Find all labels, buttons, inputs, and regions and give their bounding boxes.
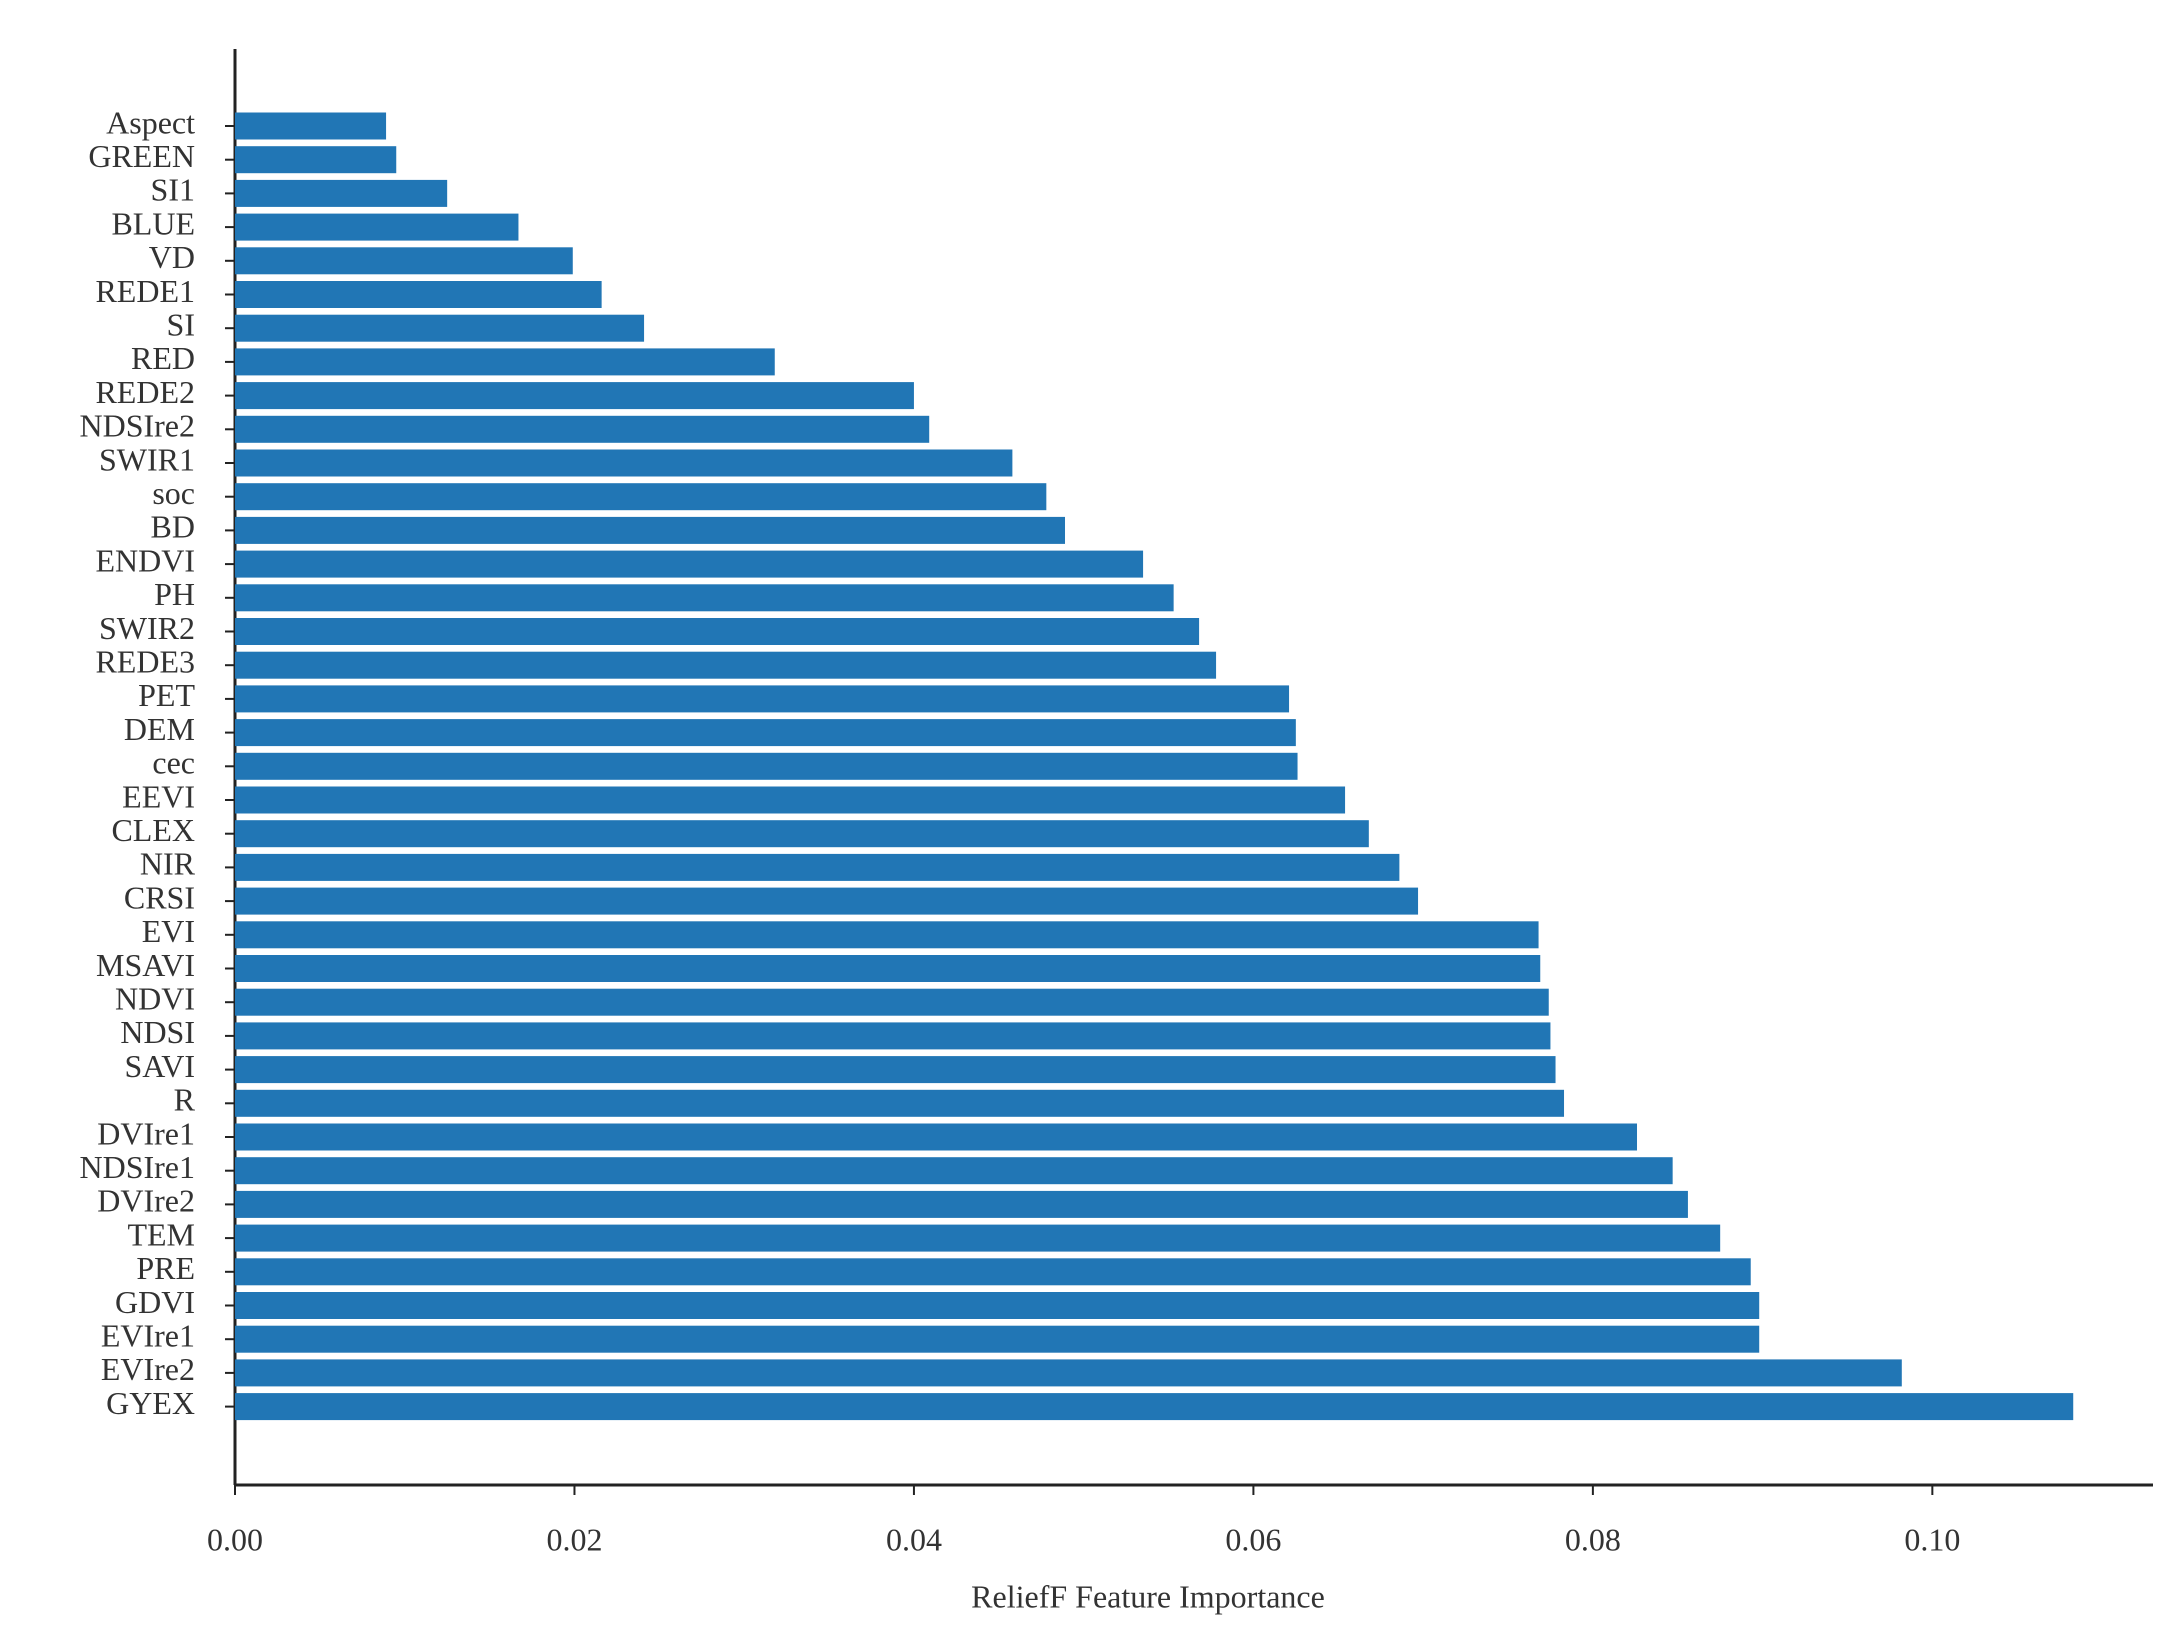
bar [235,1292,1760,1319]
bar [235,1224,1721,1252]
y-tick-label: MSAVI [96,947,195,983]
bar [235,1258,1751,1286]
y-tick-label: RED [131,340,195,376]
y-tick-label: DVIre2 [97,1183,195,1219]
x-axis-label: ReliefF Feature Importance [971,1578,1325,1614]
y-tick-label: SWIR2 [99,610,195,646]
bar [235,1157,1673,1185]
y-tick-label: GDVI [115,1284,195,1320]
x-tick-label: 0.06 [1225,1521,1281,1557]
y-tick-label: DEM [124,711,195,747]
bar [235,112,387,140]
x-tick-label: 0.00 [207,1521,263,1557]
bar [235,1359,1902,1387]
y-tick-label: VD [149,239,195,275]
y-tick-label: SI1 [151,172,195,208]
y-tick-label: BLUE [111,205,195,241]
y-tick-label: NDSI [120,1014,195,1050]
bar [235,213,519,241]
bar [235,1325,1760,1353]
bar [235,786,1346,814]
y-tick-label: REDE1 [95,273,195,309]
y-tick-label: EVIre2 [101,1351,195,1387]
bar [235,1056,1556,1084]
bar [235,618,1200,645]
y-tick-label: CLEX [111,812,195,848]
y-tick-label: REDE2 [95,374,195,410]
y-tick-label: REDE3 [95,644,195,680]
bar [235,348,775,376]
y-tick-label: ENDVI [95,542,195,578]
y-tick-label: EVI [142,913,195,949]
y-tick-label: EVIre1 [101,1318,195,1354]
bar [235,887,1419,915]
bar [235,752,1298,780]
y-tick-label: soc [152,475,195,511]
y-tick-label: PET [138,677,195,713]
y-tick-label: EEVI [122,778,195,814]
bar [235,146,397,174]
y-tick-label: PH [154,576,195,612]
y-tick-label: GYEX [106,1385,195,1421]
bar [235,1022,1551,1050]
y-tick-label: NDSIre1 [79,1149,195,1185]
y-tick-label: NDSIre2 [79,408,195,444]
bar [235,247,573,275]
bar [235,483,1047,511]
bar [235,415,930,443]
y-tick-label: TEM [127,1216,195,1252]
y-tick-label: CRSI [124,879,195,915]
y-tick-label: DVIre1 [97,1115,195,1151]
y-tick-label: Aspect [106,104,195,140]
bar [235,584,1174,612]
bar [235,1123,1638,1151]
bar [235,955,1541,982]
x-tick-label: 0.08 [1565,1521,1621,1557]
y-tick-label: NIR [140,846,196,882]
y-tick-label: cec [152,745,195,781]
bar [235,988,1549,1016]
bar [235,1089,1565,1117]
bar [235,449,1013,477]
bar [235,651,1217,679]
y-tick-label: NDVI [115,981,195,1017]
y-tick-label: R [174,1082,196,1118]
bar [235,382,914,410]
y-tick-label: GREEN [88,138,195,174]
y-tick-label: BD [151,509,195,545]
x-tick-label: 0.02 [546,1521,602,1557]
bar [235,314,645,342]
y-tick-label: SAVI [124,1048,195,1084]
x-tick-label: 0.10 [1904,1521,1960,1557]
bar [235,685,1290,713]
bar [235,820,1369,848]
bar [235,1190,1688,1218]
bar [235,921,1539,949]
y-tick-label: SI [167,307,195,343]
y-tick-label: SWIR1 [99,441,195,477]
bar [235,281,602,308]
bar [235,516,1066,544]
x-tick-label: 0.04 [886,1521,942,1557]
bar [235,550,1144,578]
bar [235,719,1296,747]
bar [235,179,448,207]
y-tick-label: PRE [136,1250,195,1286]
bar [235,1393,2074,1421]
bar [235,853,1400,881]
